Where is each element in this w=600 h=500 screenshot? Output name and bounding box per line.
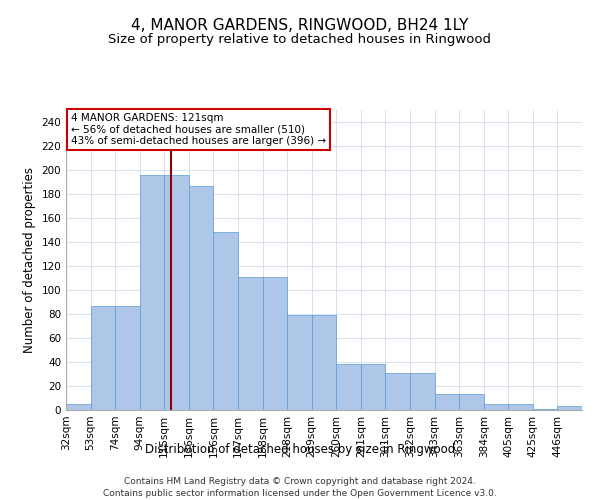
Bar (287, 315, 312, 410)
Text: Contains public sector information licensed under the Open Government Licence v3: Contains public sector information licen… (103, 489, 497, 498)
Bar (508, 404, 533, 410)
Text: 4 MANOR GARDENS: 121sqm
← 56% of detached houses are smaller (510)
43% of semi-d: 4 MANOR GARDENS: 121sqm ← 56% of detache… (71, 113, 326, 146)
Bar (533, 409, 557, 410)
Bar (214, 232, 238, 410)
Bar (385, 373, 410, 410)
Text: 4, MANOR GARDENS, RINGWOOD, BH24 1LY: 4, MANOR GARDENS, RINGWOOD, BH24 1LY (131, 18, 469, 32)
Bar (164, 175, 189, 410)
Bar (361, 364, 385, 410)
Bar (459, 394, 484, 410)
Bar (91, 306, 115, 410)
Bar (312, 315, 336, 410)
Bar (484, 404, 508, 410)
Bar (336, 364, 361, 410)
Bar (238, 277, 263, 410)
Bar (263, 277, 287, 410)
Bar (557, 406, 582, 410)
Text: Size of property relative to detached houses in Ringwood: Size of property relative to detached ho… (109, 32, 491, 46)
Bar (66, 404, 91, 410)
Text: Distribution of detached houses by size in Ringwood: Distribution of detached houses by size … (145, 442, 455, 456)
Bar (140, 175, 164, 410)
Bar (115, 306, 140, 410)
Text: Contains HM Land Registry data © Crown copyright and database right 2024.: Contains HM Land Registry data © Crown c… (124, 478, 476, 486)
Bar (189, 186, 214, 410)
Y-axis label: Number of detached properties: Number of detached properties (23, 167, 36, 353)
Bar (434, 394, 459, 410)
Bar (410, 373, 434, 410)
